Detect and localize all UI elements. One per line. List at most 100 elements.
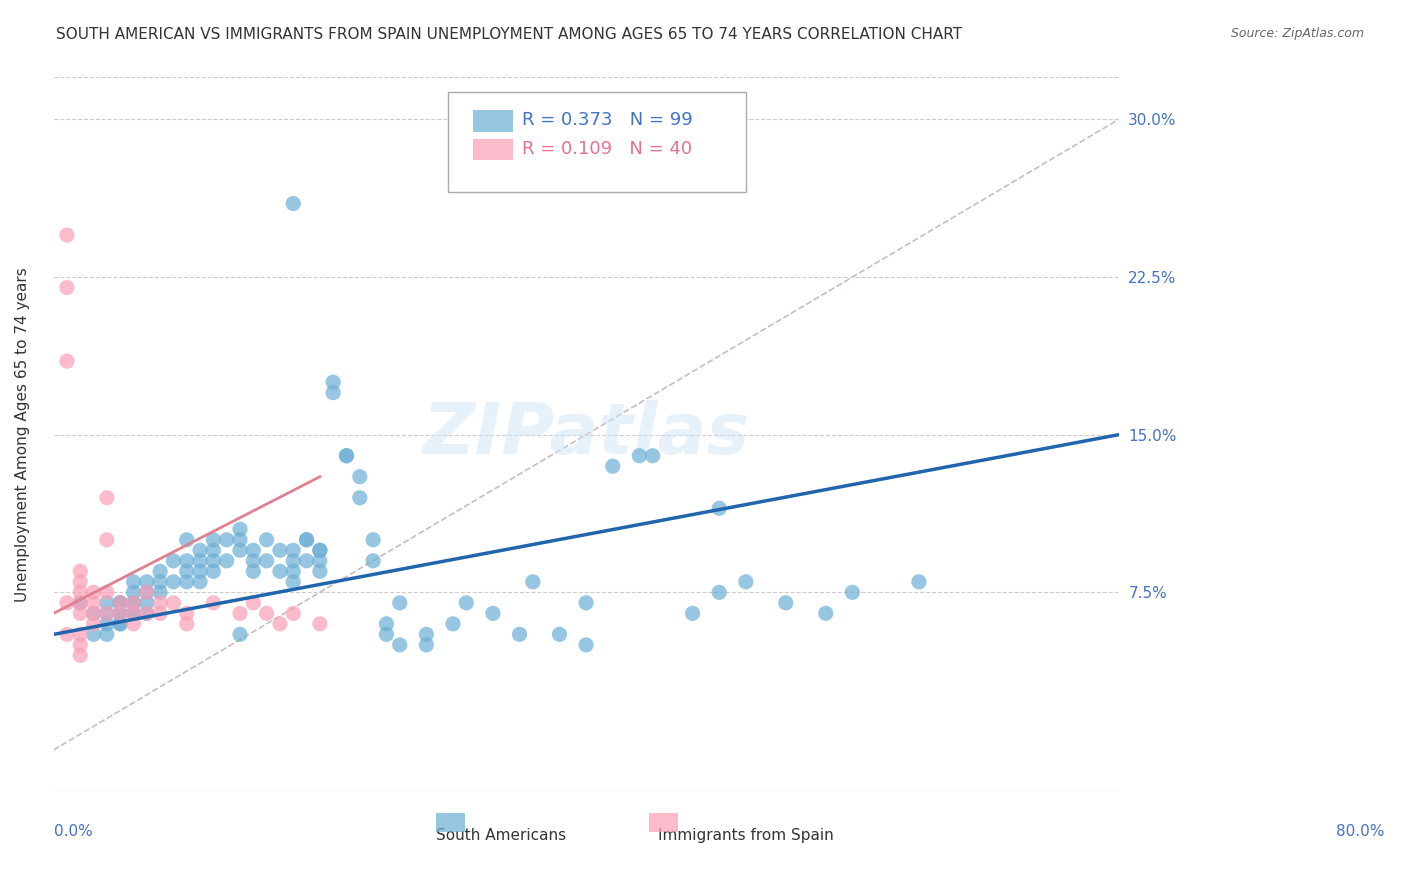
- Point: [335, 449, 357, 463]
- FancyBboxPatch shape: [447, 92, 745, 192]
- Point: [108, 596, 131, 610]
- Point: [69, 585, 91, 599]
- Point: [415, 627, 437, 641]
- Point: [149, 596, 172, 610]
- Point: [415, 638, 437, 652]
- Point: [308, 554, 330, 568]
- Point: [308, 543, 330, 558]
- Point: [283, 554, 305, 568]
- Point: [108, 607, 131, 621]
- Point: [283, 543, 305, 558]
- Point: [149, 564, 172, 578]
- Point: [108, 596, 131, 610]
- Point: [108, 596, 131, 610]
- Point: [641, 449, 664, 463]
- FancyBboxPatch shape: [474, 139, 513, 161]
- Point: [135, 585, 157, 599]
- Point: [229, 627, 252, 641]
- Point: [575, 638, 598, 652]
- Point: [96, 607, 118, 621]
- Point: [335, 449, 357, 463]
- Point: [283, 196, 305, 211]
- Point: [229, 607, 252, 621]
- Point: [361, 554, 384, 568]
- Point: [162, 554, 184, 568]
- Point: [122, 596, 145, 610]
- Text: ZIPatlas: ZIPatlas: [422, 401, 749, 469]
- Y-axis label: Unemployment Among Ages 65 to 74 years: Unemployment Among Ages 65 to 74 years: [15, 268, 30, 602]
- Point: [775, 596, 797, 610]
- Point: [322, 385, 344, 400]
- Point: [149, 585, 172, 599]
- Point: [188, 543, 211, 558]
- Point: [56, 280, 79, 294]
- Point: [709, 501, 731, 516]
- Point: [188, 554, 211, 568]
- Point: [122, 585, 145, 599]
- Point: [256, 554, 278, 568]
- Point: [388, 596, 411, 610]
- Point: [242, 564, 264, 578]
- FancyBboxPatch shape: [650, 813, 678, 832]
- Point: [908, 574, 931, 589]
- Point: [149, 607, 172, 621]
- Text: Immigrants from Spain: Immigrants from Spain: [658, 828, 834, 843]
- Point: [96, 627, 118, 641]
- Point: [202, 596, 225, 610]
- Point: [176, 607, 198, 621]
- Point: [308, 564, 330, 578]
- Point: [814, 607, 837, 621]
- Point: [242, 554, 264, 568]
- Point: [256, 533, 278, 547]
- Point: [162, 596, 184, 610]
- FancyBboxPatch shape: [474, 111, 513, 132]
- Point: [96, 585, 118, 599]
- Point: [202, 554, 225, 568]
- Point: [96, 616, 118, 631]
- Point: [96, 533, 118, 547]
- Point: [709, 585, 731, 599]
- Point: [229, 533, 252, 547]
- Point: [108, 607, 131, 621]
- Point: [69, 638, 91, 652]
- Point: [56, 354, 79, 368]
- Point: [229, 543, 252, 558]
- Point: [283, 607, 305, 621]
- Point: [108, 616, 131, 631]
- Point: [575, 596, 598, 610]
- Point: [96, 607, 118, 621]
- Point: [122, 607, 145, 621]
- Point: [734, 574, 756, 589]
- Point: [215, 554, 238, 568]
- Point: [69, 574, 91, 589]
- Text: South Americans: South Americans: [436, 828, 567, 843]
- Point: [269, 616, 291, 631]
- Point: [83, 607, 105, 621]
- Point: [108, 607, 131, 621]
- Point: [295, 554, 318, 568]
- Point: [188, 574, 211, 589]
- Point: [482, 607, 505, 621]
- Point: [69, 607, 91, 621]
- Point: [176, 554, 198, 568]
- Text: R = 0.109   N = 40: R = 0.109 N = 40: [522, 140, 692, 158]
- Point: [322, 375, 344, 389]
- Point: [83, 585, 105, 599]
- Point: [602, 459, 624, 474]
- Point: [308, 616, 330, 631]
- Point: [242, 543, 264, 558]
- Point: [122, 574, 145, 589]
- Text: R = 0.373   N = 99: R = 0.373 N = 99: [522, 112, 693, 129]
- Point: [69, 564, 91, 578]
- Point: [149, 574, 172, 589]
- Point: [69, 596, 91, 610]
- Point: [283, 574, 305, 589]
- Point: [135, 585, 157, 599]
- Point: [375, 616, 398, 631]
- Point: [202, 543, 225, 558]
- Point: [242, 596, 264, 610]
- Point: [841, 585, 863, 599]
- Point: [308, 543, 330, 558]
- Point: [628, 449, 651, 463]
- Point: [83, 596, 105, 610]
